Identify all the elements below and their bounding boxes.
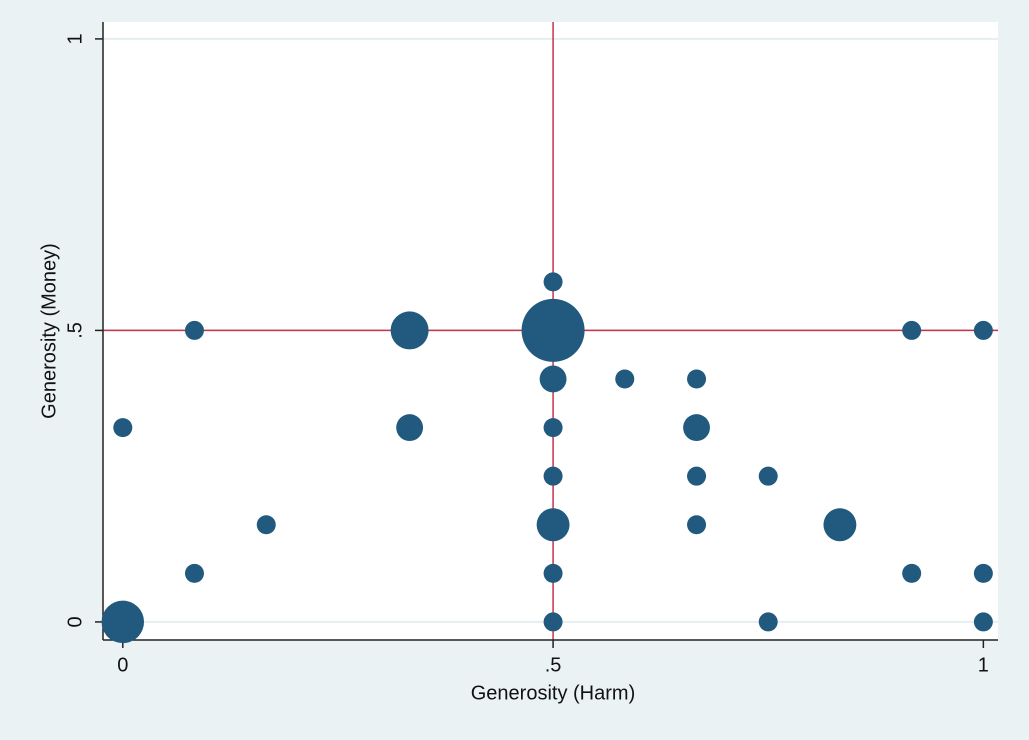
bubble xyxy=(184,320,204,340)
y-tick-label: 0 xyxy=(64,616,86,627)
x-axis-title: Generosity (Harm) xyxy=(471,682,635,704)
bubble xyxy=(543,272,563,292)
bubble xyxy=(902,320,922,340)
bubble xyxy=(973,563,993,583)
bubble xyxy=(758,612,778,632)
bubble xyxy=(521,298,585,362)
bubble xyxy=(973,612,993,632)
y-tick-label: 1 xyxy=(64,33,86,44)
bubble xyxy=(687,369,707,389)
bubble xyxy=(758,466,778,486)
x-tick-label: 1 xyxy=(978,654,989,676)
bubble xyxy=(113,418,133,438)
bubble xyxy=(543,563,563,583)
bubble xyxy=(543,466,563,486)
bubble xyxy=(973,320,993,340)
bubble xyxy=(823,508,857,542)
bubble xyxy=(683,414,710,442)
bubble xyxy=(687,515,707,535)
y-axis-title: Generosity (Money) xyxy=(38,243,60,419)
bubble xyxy=(543,612,563,632)
bubble xyxy=(396,414,424,442)
y-tick-label: .5 xyxy=(64,322,86,339)
bubble xyxy=(539,365,567,393)
bubble xyxy=(184,563,204,583)
bubble xyxy=(615,369,635,389)
bubble xyxy=(687,466,707,486)
bubble xyxy=(543,418,563,438)
bubble xyxy=(256,515,276,535)
bubble xyxy=(101,600,145,644)
x-tick-label: .5 xyxy=(545,654,562,676)
bubble xyxy=(902,563,922,583)
bubble xyxy=(390,311,429,350)
bubble xyxy=(536,508,570,542)
x-tick-label: 0 xyxy=(117,654,128,676)
